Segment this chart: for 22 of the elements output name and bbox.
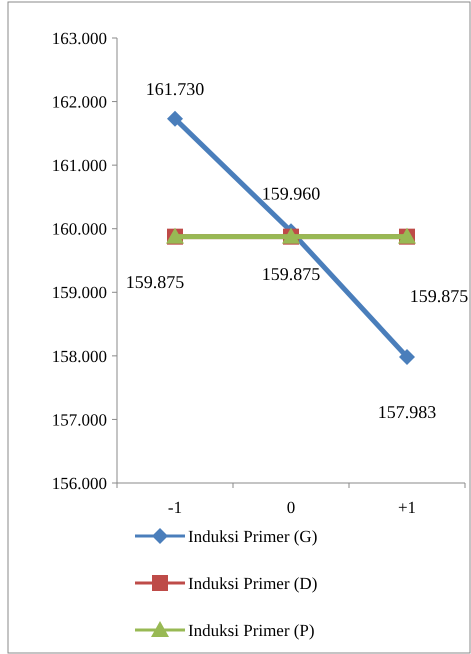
- legend-label: Induksi Primer (G): [188, 526, 318, 546]
- point: [167, 110, 183, 127]
- y-tick-label: 158.000: [52, 346, 107, 366]
- data-label: 159.875: [262, 264, 320, 284]
- x-tick-label: -1: [168, 498, 182, 517]
- y-tick-label: 156.000: [52, 474, 107, 493]
- y-tick-label: 161.000: [52, 156, 107, 176]
- data-label: 161.730: [146, 79, 204, 100]
- legend-label: Induksi Primer (D): [188, 574, 318, 593]
- y-tick-label: 160.000: [52, 220, 107, 239]
- x-tick-label: +1: [398, 498, 416, 517]
- y-tick-label: 163.000: [52, 28, 107, 48]
- y-tick-label: 159.000: [52, 283, 107, 302]
- y-tick-label: 162.000: [52, 92, 107, 112]
- data-label: 157.983: [378, 402, 436, 422]
- data-label: 159.875: [126, 272, 184, 292]
- point: [399, 348, 415, 365]
- data-label: 159.875: [410, 286, 468, 306]
- y-tick-label: 157.000: [52, 410, 107, 430]
- legend-label: Induksi Primer (P): [188, 620, 315, 640]
- data-label: 159.960: [262, 184, 320, 204]
- x-tick-label: 0: [286, 498, 296, 517]
